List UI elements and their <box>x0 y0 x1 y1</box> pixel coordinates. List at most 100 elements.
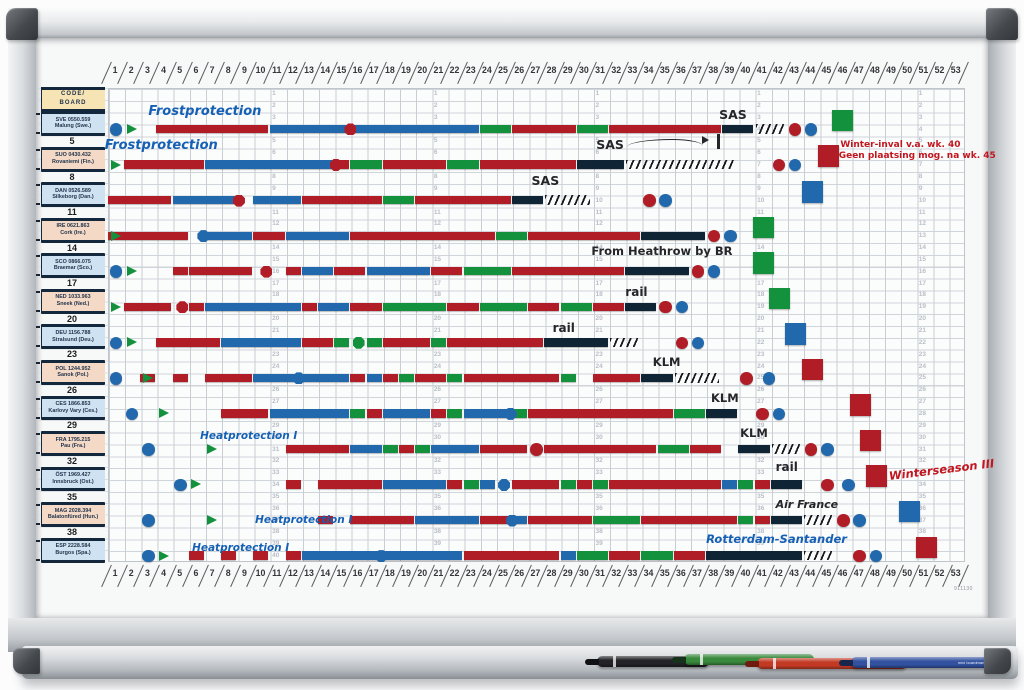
planner-strip-navy <box>544 338 608 347</box>
planner-strip-navy <box>706 551 802 560</box>
planner-strip-green <box>366 338 382 347</box>
label-code: CES 1866.853 <box>55 401 91 408</box>
week-number-top: 4 <box>161 65 167 75</box>
row-number: 33 <box>433 469 442 477</box>
circle-magnet-red <box>691 265 705 278</box>
planner-strip-red <box>253 551 269 560</box>
row-number: 26 <box>595 386 603 394</box>
week-number-bottom: 38 <box>708 568 719 578</box>
week-number-top: 29 <box>562 65 573 75</box>
row-number: 1 <box>433 90 438 97</box>
chip-tick <box>36 113 40 116</box>
label-place: Innsbruck (Öst.) <box>52 478 94 485</box>
row-number: 1 <box>918 90 923 97</box>
week-number-top: 23 <box>465 65 476 75</box>
row-number: 26 <box>757 386 765 394</box>
hatch-strip <box>755 124 784 134</box>
row-number: 20 <box>757 315 765 323</box>
week-number-bottom: 23 <box>465 568 476 578</box>
week-number-bottom: 46 <box>837 568 848 578</box>
row-number: 23 <box>918 350 927 358</box>
planner-strip-blue <box>560 551 576 560</box>
row-number: 1 <box>595 90 600 97</box>
square-magnet-green <box>832 109 854 132</box>
frame-left-rail <box>8 8 36 652</box>
annotation: KLM <box>652 354 681 369</box>
label-code: SVE 0550.559 <box>55 116 91 123</box>
circle-magnet-red <box>788 123 802 136</box>
row-number: 3 <box>272 113 276 121</box>
frame-corner-cap-bottom-left <box>13 648 40 674</box>
week-number-top: 21 <box>433 65 444 75</box>
week-number-bottom: 28 <box>546 568 557 578</box>
hexagon-magnet-blue <box>498 478 511 491</box>
chip-tick <box>36 468 40 471</box>
annotation: Frostprotection <box>148 103 262 119</box>
hexagon-magnet-red <box>260 265 273 278</box>
planner-strip-red <box>285 551 301 560</box>
week-number-top: 32 <box>611 65 622 75</box>
planner-strip-green <box>738 515 754 525</box>
label-chip: NED 1033.963 Sneek (Ned.) <box>41 288 105 314</box>
row-number: 9 <box>433 184 438 192</box>
circle-magnet-blue <box>842 478 855 492</box>
row-number: 6 <box>757 149 761 157</box>
row-number: 34 <box>272 481 280 489</box>
chip-tick <box>36 255 40 258</box>
week-number-top: 15 <box>336 65 347 75</box>
planner-strip-red <box>301 195 382 205</box>
hexagon-magnet-red <box>232 194 245 207</box>
planner-strip-navy <box>641 231 705 240</box>
row-number: 22 <box>918 338 927 346</box>
week-number-top: 44 <box>805 65 816 75</box>
label-chip: CES 1866.853 Karlovy Vary (Ces.) <box>41 395 105 421</box>
circle-magnet-blue <box>821 443 834 456</box>
hexagon-magnet-red <box>329 159 342 172</box>
planner-strip-green <box>350 160 382 169</box>
row-number: 9 <box>918 184 923 192</box>
week-number-top: 14 <box>320 65 331 75</box>
planner-strip-red <box>156 338 220 347</box>
chip-tick <box>36 452 40 455</box>
row-number: 33 <box>272 469 280 477</box>
row-number: 2 <box>918 101 923 109</box>
planner-strip-red <box>447 338 544 347</box>
hexagon-magnet-red <box>344 123 357 136</box>
planner-strip-blue <box>366 267 431 276</box>
planner-strip-red <box>172 373 188 383</box>
annotation: Heatprotection I <box>200 429 298 442</box>
label-place: Karlovy Vary (Ces.) <box>48 407 98 414</box>
planner-strip-blue <box>382 409 431 418</box>
circle-magnet-red <box>659 300 672 314</box>
planner-strip-red <box>318 480 382 489</box>
annotation-arrow-head <box>702 135 710 144</box>
pen-tip <box>745 660 759 667</box>
row-number: 12 <box>272 220 280 228</box>
week-number-bottom: 2 <box>128 568 134 578</box>
chip-tick <box>36 148 40 151</box>
hexagon-magnet-blue <box>504 407 517 420</box>
planner-strip-red <box>221 409 269 418</box>
square-magnet-blue <box>898 500 920 523</box>
label-place: Sanok (Pol.) <box>57 372 89 379</box>
week-number-top: 7 <box>209 65 215 75</box>
frame-top-rail <box>8 8 1016 38</box>
chip-tick <box>36 274 40 277</box>
margin-row-number: 38 <box>66 527 77 538</box>
triangle-magnet-green <box>126 266 137 277</box>
annotation: rail <box>552 320 575 335</box>
week-number-bottom: 16 <box>352 568 363 578</box>
row-number: 12 <box>595 220 603 228</box>
week-number-bottom: 26 <box>514 568 525 578</box>
planner-strip-red <box>156 124 269 134</box>
week-number-top: 52 <box>934 65 945 75</box>
label-place: Malung (Swe.) <box>54 123 92 130</box>
row-number: 24 <box>918 362 927 370</box>
chip-tick <box>36 380 40 383</box>
circle-magnet-blue <box>109 372 123 385</box>
week-number-bottom: 37 <box>692 568 702 578</box>
planner-strip-green <box>592 515 641 525</box>
label-chip: ÖST 1969.427 Innsbruck (Öst.) <box>41 466 105 492</box>
week-number-bottom: 8 <box>225 568 231 578</box>
row-number: 1 <box>272 90 276 97</box>
